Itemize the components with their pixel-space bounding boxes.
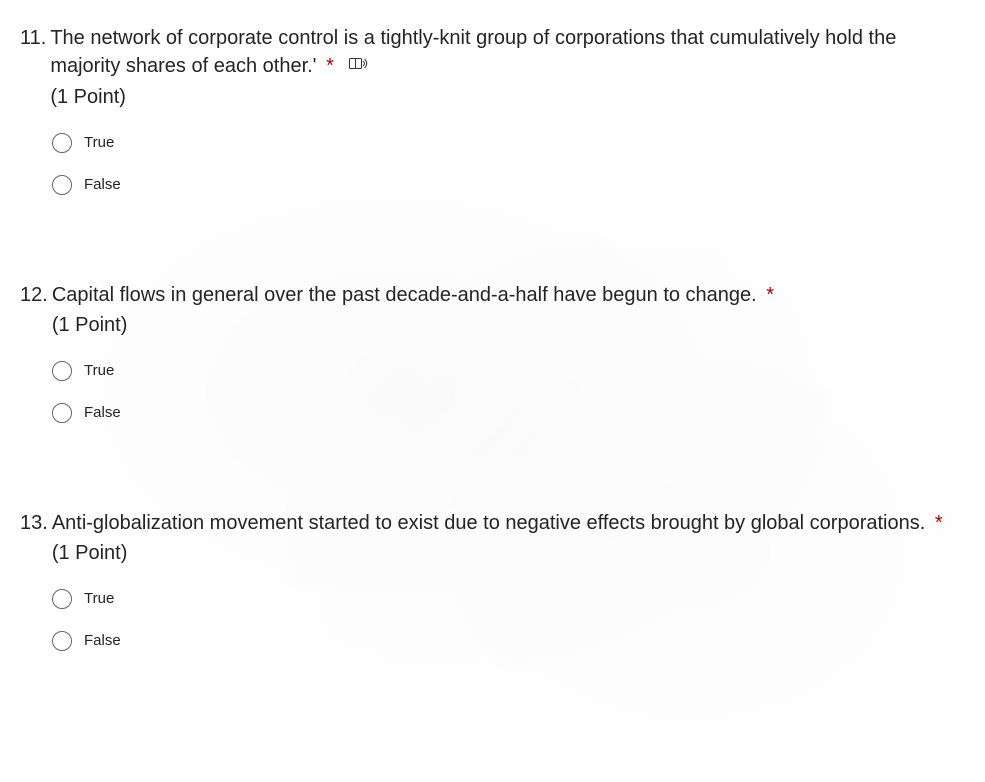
- option-label: False: [84, 632, 121, 649]
- question-12: 12. Capital flows in general over the pa…: [20, 281, 965, 423]
- question-12-number: 12.: [20, 281, 48, 309]
- radio-unchecked-icon: [52, 589, 72, 609]
- option-label: True: [84, 134, 114, 151]
- question-11-options: True False: [20, 133, 965, 195]
- radio-unchecked-icon: [52, 403, 72, 423]
- quiz-content: 11. The network of corporate control is …: [0, 0, 985, 671]
- question-11: 11. The network of corporate control is …: [20, 24, 965, 195]
- question-11-number: 11.: [20, 24, 46, 52]
- option-label: True: [84, 590, 114, 607]
- question-11-header: 11. The network of corporate control is …: [20, 24, 965, 111]
- question-13: 13. Anti-globalization movement started …: [20, 509, 965, 651]
- option-q11-true[interactable]: True: [52, 133, 965, 153]
- question-12-header: 12. Capital flows in general over the pa…: [20, 281, 965, 339]
- option-label: True: [84, 362, 114, 379]
- option-q13-true[interactable]: True: [52, 589, 965, 609]
- option-q13-false[interactable]: False: [52, 631, 965, 651]
- question-12-text: Capital flows in general over the past d…: [52, 284, 757, 306]
- radio-unchecked-icon: [52, 133, 72, 153]
- question-12-points: (1 Point): [52, 311, 965, 339]
- option-q12-false[interactable]: False: [52, 403, 965, 423]
- question-13-text: Anti-globalization movement started to e…: [52, 512, 925, 534]
- required-marker: *: [766, 284, 774, 306]
- question-11-text: The network of corporate control is a ti…: [50, 27, 896, 77]
- question-11-points: (1 Point): [50, 83, 965, 111]
- required-marker: *: [935, 512, 943, 534]
- option-label: False: [84, 404, 121, 421]
- immersive-reader-icon[interactable]: [349, 53, 369, 81]
- question-13-body: Anti-globalization movement started to e…: [52, 509, 965, 567]
- question-12-options: True False: [20, 361, 965, 423]
- question-13-number: 13.: [20, 509, 48, 537]
- question-11-body: The network of corporate control is a ti…: [50, 24, 965, 111]
- question-13-options: True False: [20, 589, 965, 651]
- option-q11-false[interactable]: False: [52, 175, 965, 195]
- option-label: False: [84, 176, 121, 193]
- required-marker: *: [326, 55, 334, 77]
- question-13-points: (1 Point): [52, 539, 965, 567]
- radio-unchecked-icon: [52, 631, 72, 651]
- radio-unchecked-icon: [52, 361, 72, 381]
- option-q12-true[interactable]: True: [52, 361, 965, 381]
- question-12-body: Capital flows in general over the past d…: [52, 281, 965, 339]
- radio-unchecked-icon: [52, 175, 72, 195]
- question-13-header: 13. Anti-globalization movement started …: [20, 509, 965, 567]
